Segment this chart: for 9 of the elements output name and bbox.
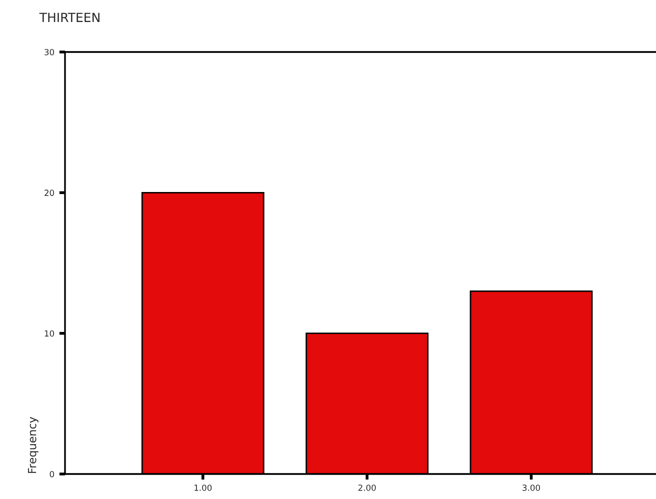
y-tick-label: 20 [44,190,54,196]
x-tick-label: 3.00 [522,484,540,491]
y-tick-label: 10 [44,330,54,337]
chart-title: THIRTEEN [39,12,100,22]
y-tick-label: 30 [44,48,54,56]
y-tick-label: 0 [50,470,54,478]
y-axis-title: Frequency [28,416,38,473]
x-tick-label: 2.00 [358,484,376,491]
x-tick-label: 1.00 [194,484,212,491]
